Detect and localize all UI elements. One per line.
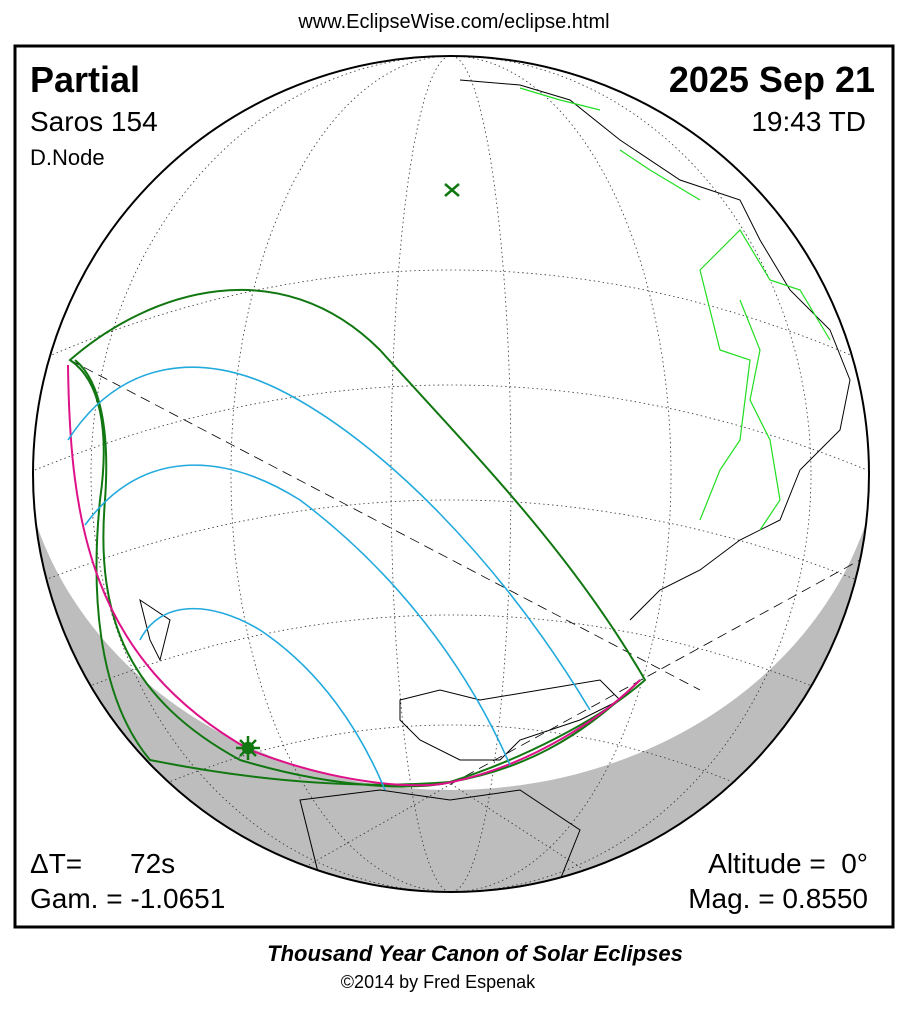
saros: Saros 154 [30,106,158,137]
inner-limit [74,359,641,788]
greatest-eclipse-mark [444,183,460,197]
magnitude: Mag. = 0.8550 [688,883,868,914]
time: 19:43 TD [751,106,866,137]
sun-mark [236,736,260,760]
borders [519,87,831,531]
node: D.Node [30,145,105,170]
copyright: ©2014 by Fred Espenak [341,972,536,992]
gamma: Gam. = -1.0651 [30,883,225,914]
penumbra-limit [68,289,647,786]
delta-t: 72s [130,848,175,879]
delta-t-label: ΔT= [30,848,82,879]
eclipse-type: Partial [30,59,140,100]
graticule [34,56,868,892]
globe [33,56,869,892]
footer-title: Thousand Year Canon of Solar Eclipses [267,941,683,966]
globe-outline [32,55,870,893]
url: www.EclipseWise.com/eclipse.html [297,11,609,33]
sunrise-curve [67,364,641,787]
eclipse-date: 2025 Sep 21 [669,59,875,100]
altitude: Altitude = 0° [708,848,868,879]
day-side [33,56,869,790]
magnitude-curves [67,366,591,791]
